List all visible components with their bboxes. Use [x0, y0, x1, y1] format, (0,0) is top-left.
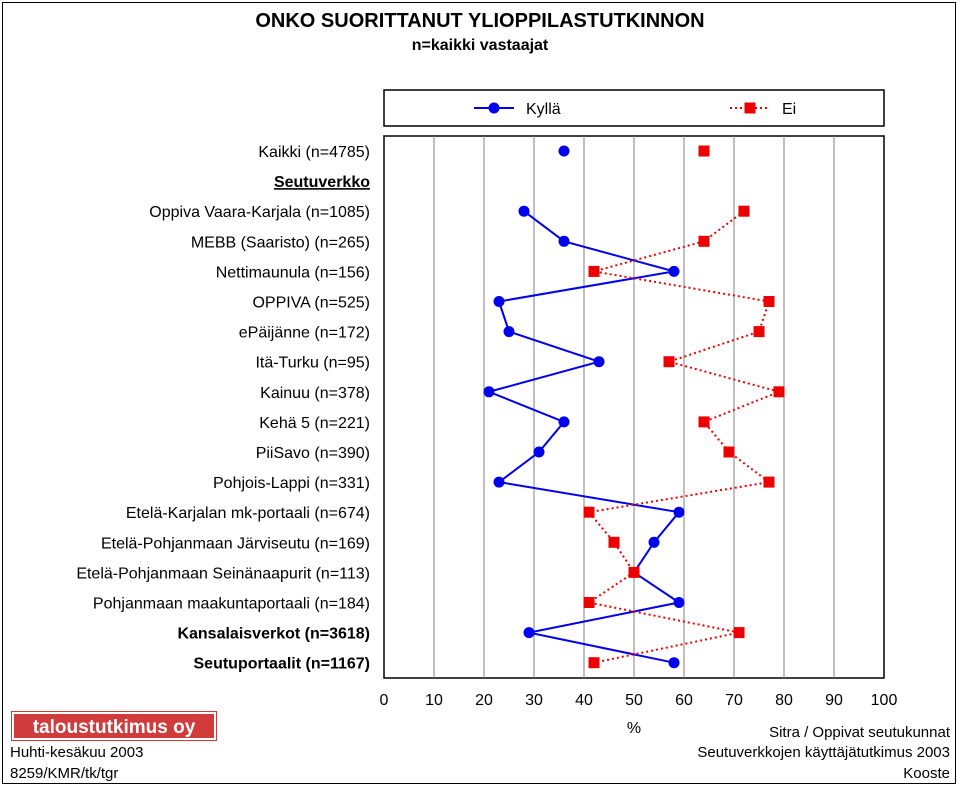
category-label-3: MEBB (Saaristo) (n=265): [191, 234, 370, 251]
point-1-2: [738, 205, 750, 217]
point-1-9: [698, 416, 710, 428]
legend-label-1: Ei: [782, 101, 796, 118]
point-0-3: [558, 235, 570, 247]
x-tick-label-100: 100: [871, 692, 898, 709]
x-tick-label-10: 10: [425, 692, 443, 709]
series-line-0-1: [485, 210, 682, 664]
point-0-6: [503, 326, 515, 338]
category-label-13: Etelä-Pohjanmaan Järviseutu (n=169): [101, 535, 370, 552]
point-1-13: [608, 536, 620, 548]
point-0-5: [493, 296, 505, 307]
point-0-13: [648, 536, 660, 548]
footer-code: 8259/KMR/tk/tgr: [10, 765, 119, 782]
x-tick-label-60: 60: [675, 692, 693, 709]
series-layer: [483, 145, 785, 669]
category-label-11: Pohjois-Lappi (n=331): [213, 475, 370, 492]
x-tick-label-0: 0: [380, 692, 389, 709]
footer-study: Seutuverkkojen käyttäjätutkimus 2003: [697, 744, 950, 761]
point-1-17: [588, 657, 600, 669]
x-tick-label-30: 30: [525, 692, 543, 709]
series-0: [483, 145, 685, 669]
point-1-14: [628, 566, 640, 578]
category-label-9: Kehä 5 (n=221): [259, 415, 370, 432]
point-0-8: [483, 386, 495, 398]
point-0-11: [493, 476, 505, 488]
point-0-15: [673, 597, 685, 608]
point-1-5: [763, 296, 775, 307]
point-0-16: [523, 627, 535, 639]
point-0-4: [668, 265, 680, 277]
point-1-10: [723, 446, 735, 458]
series-1: [583, 145, 785, 669]
point-0-12: [673, 506, 685, 518]
legend: Kyllä Ei: [474, 101, 796, 118]
category-label-0: Kaikki (n=4785): [258, 144, 370, 161]
category-label-2: Oppiva Vaara-Karjala (n=1085): [149, 204, 370, 221]
point-0-9: [558, 416, 570, 428]
point-0-10: [533, 446, 545, 458]
category-label-17: Seutuportaalit (n=1167): [194, 656, 371, 673]
point-1-0: [698, 145, 710, 157]
category-label-12: Etelä-Karjalan mk-portaali (n=674): [126, 505, 370, 522]
category-label-6: ePäijänne (n=172): [239, 325, 370, 342]
point-1-7: [663, 356, 675, 368]
point-1-16: [733, 627, 745, 639]
point-1-4: [588, 265, 600, 277]
x-axis-ticks: 0 10 20 30 40 50 60 70 80 90 100: [380, 692, 898, 709]
point-1-15: [583, 597, 595, 608]
x-tick-label-90: 90: [825, 692, 843, 709]
legend-marker-1: [744, 102, 756, 114]
gridlines: [433, 136, 835, 678]
point-1-12: [583, 506, 595, 518]
category-label-16: Kansalaisverkot (n=3618): [177, 626, 370, 643]
x-tick-label-20: 20: [475, 692, 493, 709]
category-label-4: Nettimaunula (n=156): [216, 264, 370, 281]
point-0-2: [518, 205, 530, 217]
x-axis-label: %: [627, 720, 641, 737]
category-label-10: PiiSavo (n=390): [256, 445, 370, 462]
chart-subtitle: n=kaikki vastaajat: [411, 37, 549, 54]
category-labels: Kaikki (n=4785) Seutuverkko Oppiva Vaara-K…: [76, 144, 370, 673]
point-1-6: [753, 326, 765, 338]
point-0-0: [558, 145, 570, 157]
point-1-8: [773, 386, 785, 398]
taloustutkimus-logo: taloustutkimus oy: [11, 711, 217, 741]
category-label-15: Pohjanmaan maakuntaportaali (n=184): [93, 596, 370, 613]
x-tick-label-50: 50: [625, 692, 643, 709]
category-label-14: Etelä-Pohjanmaan Seinänaapurit (n=113): [76, 565, 370, 582]
legend-label-0: Kyllä: [526, 101, 561, 118]
chart-title: ONKO SUORITTANUT YLIOPPILASTUTKINNON: [255, 10, 705, 32]
x-tick-label-40: 40: [575, 692, 593, 709]
category-label-7: Itä-Turku (n=95): [255, 355, 370, 372]
footer-date: Huhti-kesäkuu 2003: [10, 744, 144, 761]
x-tick-label-80: 80: [775, 692, 793, 709]
legend-box: [383, 89, 885, 127]
category-label-5: OPPIVA (n=525): [252, 295, 370, 312]
footer-client: Sitra / Oppivat seutukunnat: [769, 724, 950, 741]
footer-report-type: Kooste: [903, 765, 950, 782]
x-tick-label-70: 70: [725, 692, 743, 709]
point-0-17: [668, 657, 680, 669]
legend-marker-0: [488, 102, 500, 114]
point-1-11: [763, 476, 775, 488]
point-0-7: [593, 356, 605, 368]
point-1-3: [698, 235, 710, 247]
category-label-1: Seutuverkko: [274, 174, 370, 191]
category-label-8: Kainuu (n=378): [260, 385, 370, 402]
